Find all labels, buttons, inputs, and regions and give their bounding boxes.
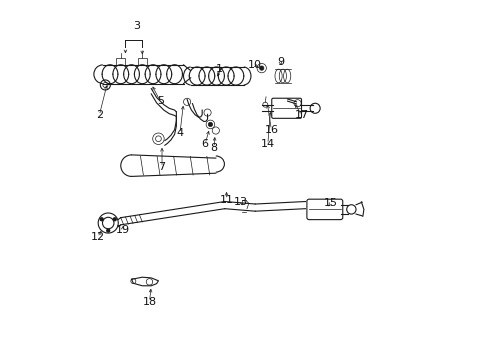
- Text: 7: 7: [158, 162, 165, 172]
- Text: 6: 6: [201, 139, 208, 149]
- Text: 14: 14: [260, 139, 274, 149]
- Text: 3: 3: [133, 21, 140, 31]
- Text: 5: 5: [157, 96, 163, 106]
- Circle shape: [113, 218, 116, 221]
- Text: 8: 8: [210, 143, 217, 153]
- Text: 13: 13: [233, 197, 247, 207]
- Circle shape: [259, 66, 264, 70]
- Text: 19: 19: [115, 225, 129, 235]
- Text: 10: 10: [248, 60, 262, 70]
- Text: 11: 11: [219, 195, 233, 205]
- Circle shape: [208, 122, 212, 127]
- Text: 17: 17: [294, 111, 308, 121]
- Circle shape: [106, 229, 109, 232]
- Text: 15: 15: [323, 198, 337, 208]
- Text: 4: 4: [176, 129, 183, 138]
- Text: 18: 18: [142, 297, 156, 307]
- Text: 9: 9: [276, 57, 284, 67]
- Text: 1: 1: [216, 64, 223, 74]
- Bar: [138, 58, 146, 65]
- Text: 16: 16: [264, 125, 278, 135]
- Text: 12: 12: [90, 232, 104, 242]
- Text: 2: 2: [96, 111, 102, 121]
- Bar: [116, 58, 125, 65]
- Circle shape: [100, 218, 103, 221]
